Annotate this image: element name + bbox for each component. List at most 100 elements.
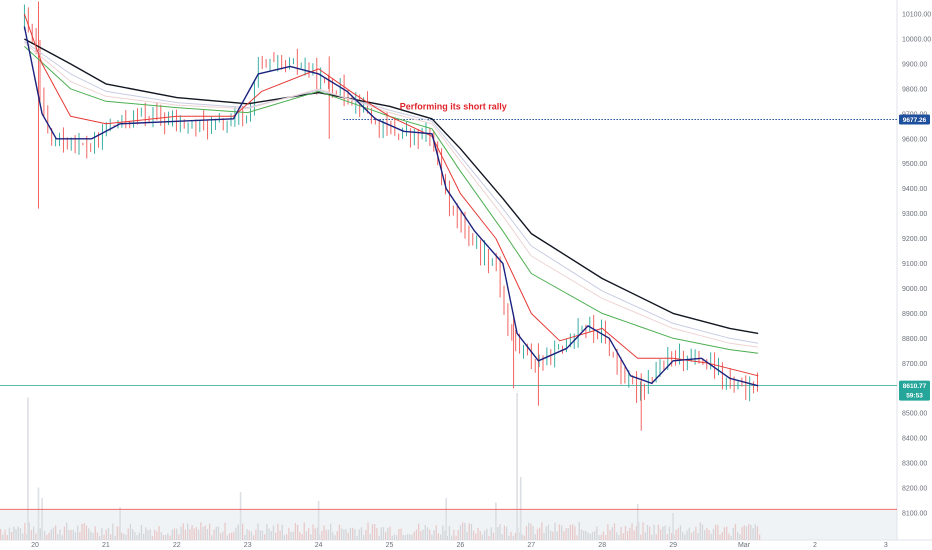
volume-bar-texture (52, 527, 55, 540)
volume-bar-texture (651, 534, 653, 540)
volume-bar-texture (389, 526, 391, 540)
moving-average-line[interactable] (23, 13, 759, 377)
volume-bar-texture (451, 535, 453, 540)
volume-bar-texture (569, 524, 572, 540)
volume-bar-texture (11, 532, 13, 540)
volume-bar-texture (248, 530, 250, 540)
x-tick-label: 24 (315, 542, 323, 549)
y-tick-label: 8200.00 (902, 486, 927, 493)
volume-bar-texture (147, 530, 149, 540)
volume-bar-texture (400, 528, 402, 540)
volume-bar-texture (734, 523, 737, 540)
volume-bar-texture (332, 532, 334, 540)
volume-bar-texture (732, 527, 734, 540)
volume-bar-texture (277, 523, 279, 540)
volume-bar-texture (556, 531, 558, 540)
volume-bar-texture (374, 524, 376, 540)
x-tick-label: 26 (457, 542, 465, 549)
volume-bar-texture (686, 530, 688, 540)
volume-bar-texture (671, 533, 673, 540)
moving-average-line[interactable] (24, 46, 759, 354)
volume-bar-texture (85, 525, 88, 540)
volume-bar-texture (242, 523, 244, 540)
volume-bar-texture (437, 533, 440, 540)
volume-bar-texture (59, 529, 61, 540)
volume-bar-texture (167, 533, 169, 540)
volume-bar-texture (116, 526, 118, 540)
volume-bar (445, 498, 447, 540)
x-tick-label: 3 (884, 542, 888, 549)
volume-bar-texture (314, 528, 316, 540)
volume-bar-texture (558, 524, 561, 540)
y-tick-label: 10100.00 (902, 12, 931, 19)
moving-average-line[interactable] (24, 40, 759, 344)
volume-bar-texture (534, 534, 536, 540)
volume-bar-texture (286, 534, 288, 540)
volume-bar-texture (266, 524, 268, 540)
y-tick-label: 8900.00 (902, 311, 927, 318)
volume-bar-texture (28, 522, 30, 540)
volume-bar-texture (94, 526, 96, 540)
volume-bar-texture (189, 529, 191, 540)
volume-bar-texture (440, 534, 442, 540)
volume-bar-texture (316, 527, 319, 540)
volume-bar-texture (123, 533, 125, 540)
volume-bar-texture (319, 534, 321, 540)
volume-bar-texture (554, 522, 556, 540)
volume-bar-texture (631, 523, 633, 540)
volume-bar-texture (488, 535, 490, 540)
volume-bar-texture (512, 535, 514, 540)
moving-average-line[interactable] (23, 26, 759, 387)
volume-bar-texture (756, 526, 759, 540)
volume-bar-texture (6, 534, 8, 540)
volume-bar-texture (523, 535, 525, 540)
annotations: Performing its short rally (400, 101, 507, 111)
volume-bar-texture (57, 534, 59, 540)
volume-bar-texture (382, 527, 385, 540)
volume-bar (317, 501, 320, 540)
annotation-text[interactable]: Performing its short rally (400, 101, 507, 111)
volume-bar-texture (675, 530, 677, 540)
volume-bar-texture (743, 525, 745, 540)
volume-bar-texture (356, 536, 358, 540)
volume-bar-texture (708, 530, 710, 540)
volume-bar-texture (138, 532, 140, 540)
volume-bar-texture (486, 528, 488, 540)
volume-bar-texture (710, 533, 712, 540)
volume-bar-texture (338, 524, 341, 540)
volume-bar-texture (583, 530, 585, 540)
volume-bar-texture (609, 530, 611, 540)
volume-bar-texture (701, 524, 704, 540)
volume-bar-texture (396, 535, 398, 540)
volume-bar-texture (503, 525, 506, 540)
volume-bar-texture (543, 532, 545, 540)
volume-bar-texture (325, 529, 327, 540)
price-axis[interactable]: 10100.0010000.009900.009800.009700.00960… (902, 12, 931, 518)
volume-bar (516, 393, 518, 540)
volume-bar-texture (528, 522, 530, 540)
moving-average-line[interactable] (24, 38, 759, 335)
volume-bar-texture (290, 532, 292, 540)
moving-average-line[interactable] (24, 42, 759, 348)
volume-bar-texture (308, 528, 310, 540)
volume-bar-texture (477, 528, 479, 540)
volume-bar-texture (297, 524, 299, 540)
volume-bar-texture (547, 524, 550, 540)
volume-bar-texture (473, 530, 475, 540)
volume-bar-texture (578, 522, 580, 540)
volume-bar-texture (466, 531, 468, 540)
volume-bar-texture (424, 525, 426, 540)
volume-bar-texture (422, 529, 424, 540)
bar-countdown-text: 59:53 (906, 393, 923, 400)
volume-bar-texture (620, 527, 622, 540)
volume-bar-texture (312, 524, 314, 540)
time-axis[interactable]: 20 21 22 23 24 25 26 27 28 29 Mar 2 3 (31, 542, 888, 549)
volume-bar-texture (536, 528, 539, 540)
y-tick-label: 10000.00 (902, 37, 931, 44)
volume-bar-texture (173, 528, 176, 540)
volume-bar-texture (48, 532, 50, 540)
volume-bar-texture (255, 529, 257, 540)
volume-bar-texture (44, 531, 46, 540)
volume-bar-texture (653, 524, 655, 540)
